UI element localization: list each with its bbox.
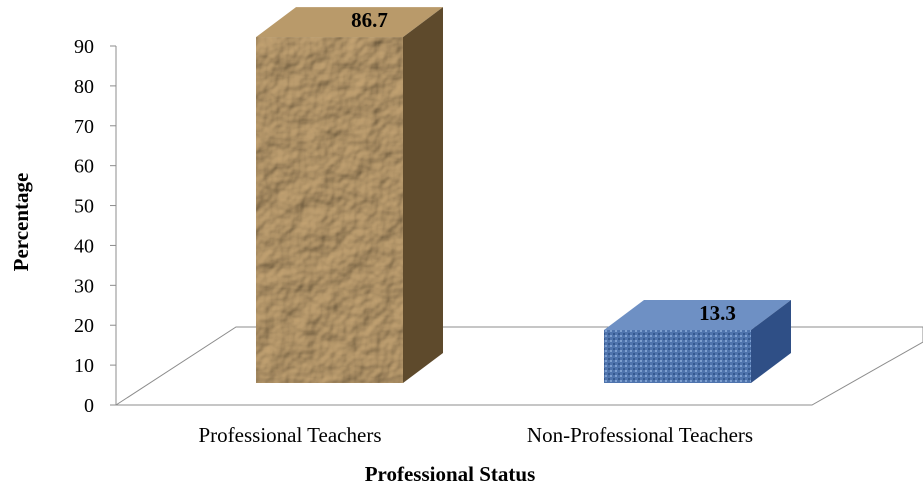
data-label: 13.3 bbox=[699, 301, 736, 325]
x-axis-title: Professional Status bbox=[365, 462, 536, 486]
bar-top-face bbox=[604, 299, 791, 330]
bar: 86.7 bbox=[256, 7, 443, 384]
bar-texture bbox=[256, 37, 403, 384]
bar-front-face bbox=[604, 329, 751, 383]
y-tick-label: 50 bbox=[74, 196, 94, 218]
y-tick-label: 0 bbox=[84, 395, 94, 417]
y-tick-label: 80 bbox=[74, 76, 94, 98]
data-label: 86.7 bbox=[351, 8, 388, 32]
y-tick-label: 60 bbox=[74, 156, 94, 178]
y-axis-title: Percentage bbox=[9, 173, 33, 272]
y-tick-label: 30 bbox=[74, 275, 94, 297]
floor-outline bbox=[114, 326, 923, 406]
bar-side-face bbox=[751, 299, 791, 383]
bar-top-face bbox=[256, 7, 443, 38]
y-tick-label: 40 bbox=[74, 235, 94, 257]
bar: 13.3 bbox=[604, 299, 791, 383]
y-tick-label: 20 bbox=[74, 315, 94, 337]
y-tick-label: 70 bbox=[74, 116, 94, 138]
bar-side-face bbox=[403, 7, 443, 384]
y-tick-label: 10 bbox=[74, 355, 94, 377]
x-category-label: Non-Professional Teachers bbox=[527, 423, 753, 447]
chart-floor bbox=[114, 326, 923, 406]
bars: 86.7 13.3 bbox=[256, 7, 791, 384]
y-tick-label: 90 bbox=[74, 36, 94, 58]
y-axis: 0 10 20 30 40 50 60 70 80 90 bbox=[74, 36, 117, 417]
x-category-label: Professional Teachers bbox=[198, 423, 381, 447]
